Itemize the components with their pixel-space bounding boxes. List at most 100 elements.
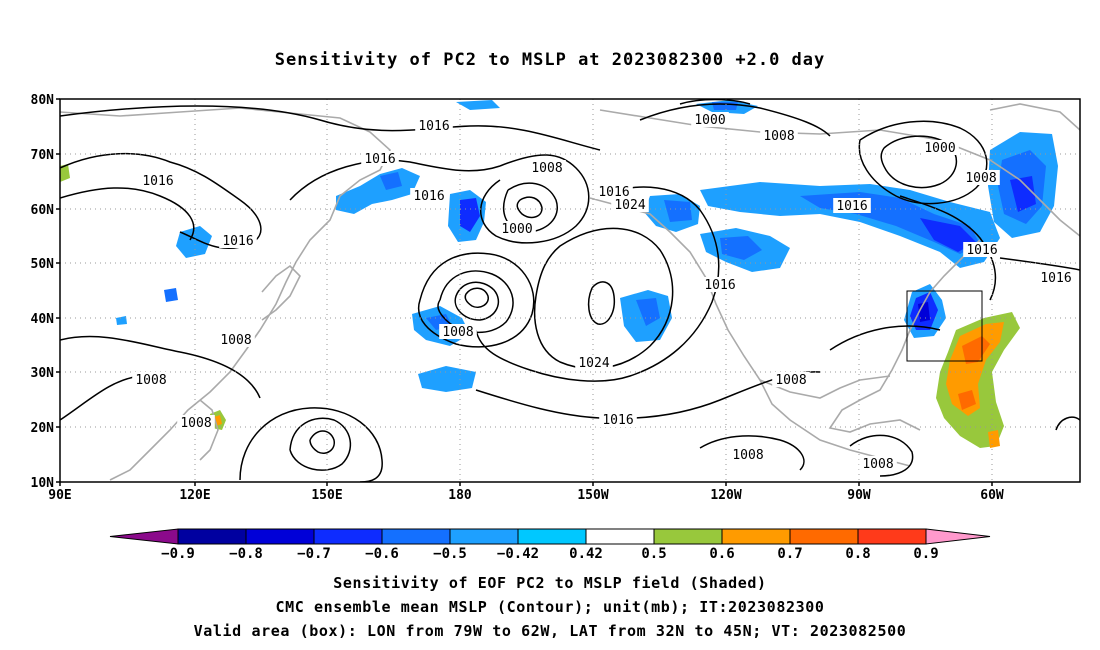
- contour-line: [464, 287, 489, 308]
- contour-line: [437, 270, 514, 334]
- shade-patch: [1010, 176, 1036, 212]
- contour-label: 1008: [220, 333, 251, 348]
- contour-label-bg: [1037, 270, 1075, 285]
- colorbar-label: −0.9: [161, 546, 195, 562]
- contour-line: [533, 227, 674, 370]
- colorbar-cell: [245, 528, 315, 545]
- contour-line: [899, 195, 997, 301]
- contour-line: [289, 159, 501, 201]
- contour-line: [1055, 416, 1080, 431]
- colorbar-triangle-right: [925, 528, 991, 545]
- contour-line: [849, 434, 914, 477]
- colorbar-label: 0.8: [845, 546, 870, 562]
- lat-label: 60N: [31, 203, 55, 218]
- contour-label-bg: [219, 233, 257, 248]
- coastline-west-na: [589, 197, 911, 467]
- contour-label-bg: [772, 372, 810, 387]
- contour-label-bg: [132, 372, 170, 387]
- caption-line-2: CMC ensemble mean MSLP (Contour); unit(m…: [275, 598, 825, 616]
- colorbar-label: −0.5: [433, 546, 467, 562]
- contour-line: [587, 281, 616, 325]
- contour-label-bg: [599, 412, 637, 427]
- contour-label-bg: [691, 112, 729, 127]
- contour-line: [60, 335, 261, 399]
- contour-line: [60, 375, 141, 421]
- lat-label: 50N: [31, 257, 55, 272]
- lat-label: 30N: [31, 366, 55, 381]
- lat-label: 70N: [31, 148, 55, 163]
- contour-label: 1016: [413, 189, 444, 204]
- contour-label-bg: [701, 277, 739, 292]
- shade-patch: [456, 100, 500, 110]
- shade-patch: [720, 236, 762, 260]
- contour-label-bg: [859, 456, 897, 471]
- contour-label-bg: [575, 355, 613, 370]
- contour-label: 1016: [142, 174, 173, 189]
- contour-label: 1008: [763, 129, 794, 144]
- contour-label: 1016: [1040, 271, 1071, 286]
- colorbar-label: 0.7: [777, 546, 802, 562]
- contour-label-bg: [139, 173, 177, 188]
- contour-line: [475, 186, 720, 382]
- contour-line: [475, 371, 821, 420]
- contour-label: 1008: [732, 448, 763, 463]
- contour-label: 1016: [704, 278, 735, 293]
- contour-line: [503, 182, 559, 233]
- contour-line: [699, 435, 805, 471]
- contour-line: [516, 196, 543, 219]
- shade-patch: [988, 430, 1000, 448]
- contour-label-bg: [760, 128, 798, 143]
- contour-labels: 1016101610161016101610081000101610241008…: [132, 112, 1075, 472]
- mslp-contours: [60, 99, 1080, 482]
- contour-label-bg: [410, 188, 448, 203]
- colorbar-cell: [517, 528, 587, 545]
- latitude-labels: 80N 70N 60N 50N 40N 30N 20N 10N: [31, 93, 60, 491]
- contour-label: 1016: [836, 199, 867, 214]
- contour-label: 1008: [180, 416, 211, 431]
- shade-patch: [636, 298, 660, 326]
- contour-label: 1008: [965, 171, 996, 186]
- shade-patch: [958, 390, 976, 410]
- contour-line: [60, 105, 601, 151]
- contour-label-bg: [217, 332, 255, 347]
- lat-label: 40N: [31, 312, 55, 327]
- coastline-asia: [60, 107, 391, 481]
- coastline-philippines: [199, 399, 219, 461]
- sensitivity-shading: [60, 100, 1058, 448]
- shade-patch: [336, 168, 420, 214]
- lat-label: 20N: [31, 421, 55, 436]
- contour-label: 1008: [442, 325, 473, 340]
- colorbar-cell: [789, 528, 859, 545]
- colorbar-cell: [653, 528, 723, 545]
- contour-label: 1008: [775, 373, 806, 388]
- coastline-japan: [261, 264, 301, 321]
- lat-label: 10N: [31, 476, 55, 491]
- colorbar-label: −0.6: [365, 546, 399, 562]
- colorbar-cell: [449, 528, 519, 545]
- contour-label: 1016: [966, 243, 997, 258]
- lon-label: 180: [448, 488, 472, 503]
- shade-patch: [962, 336, 990, 364]
- shade-patch: [460, 198, 480, 232]
- contour-label: 1008: [862, 457, 893, 472]
- lon-label: 150W: [577, 488, 608, 503]
- lon-label: 90E: [48, 488, 71, 503]
- lon-label: 60W: [980, 488, 1004, 503]
- shade-patch: [60, 164, 70, 182]
- colorbar-label: −0.7: [297, 546, 331, 562]
- colorbar-label: 0.5: [641, 546, 666, 562]
- map-frame: [59, 98, 1081, 483]
- caption-line-1: Sensitivity of EOF PC2 to MSLP field (Sh…: [333, 574, 767, 592]
- lon-label: 120W: [710, 488, 741, 503]
- contour-line: [639, 103, 831, 137]
- contour-label-bg: [963, 242, 1001, 257]
- coastline-gulf: [759, 375, 891, 399]
- contour-label: 1000: [924, 141, 955, 156]
- colorbar-cell: [857, 528, 927, 545]
- map-title: Sensitivity of PC2 to MSLP at 2023082300…: [274, 50, 826, 70]
- contour-line: [289, 417, 352, 471]
- contour-label: 1016: [364, 152, 395, 167]
- valid-area-box: [906, 290, 983, 362]
- shade-patch: [920, 218, 976, 252]
